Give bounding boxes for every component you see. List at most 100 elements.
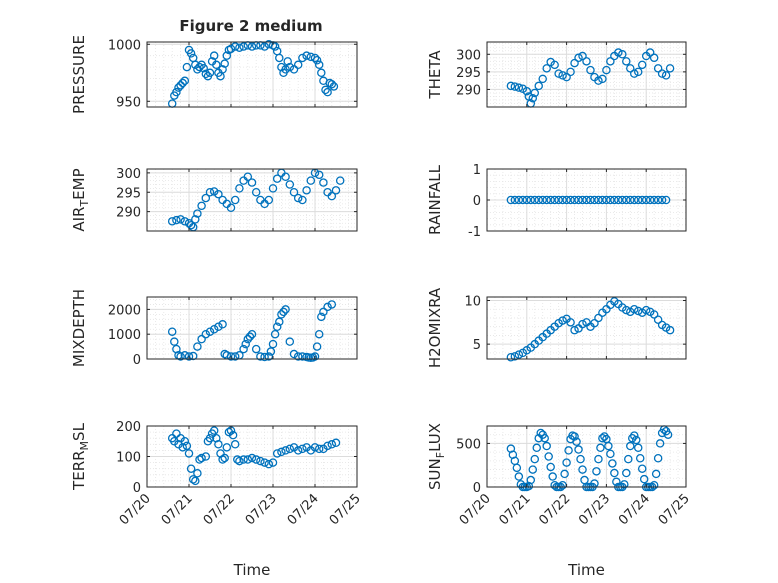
data-point [302,51,311,60]
data-point [298,53,307,63]
data-point [327,440,337,449]
data-point [270,42,280,51]
data-point [536,428,545,438]
data-point [630,431,639,440]
x-tick-label: 07/23 [576,491,613,528]
y-tick-label: 0 [133,481,141,496]
y-tick-label: -1 [468,225,481,240]
data-point [653,453,663,463]
data-point [243,334,253,344]
data-point [182,62,192,72]
y-axis-label: RAINFALL [426,164,444,235]
data-point [558,195,567,205]
data-point [506,195,516,205]
data-point [220,59,229,68]
data-point [554,195,563,205]
y-axis-label: PRESSURE [70,35,88,114]
data-point [526,195,536,205]
data-point [630,195,639,205]
data-point [312,55,322,65]
data-point [590,195,599,205]
data-point [657,195,667,205]
data-point [323,441,332,451]
data-point [176,352,185,361]
y-axis-label: MIXDEPTH [70,289,88,367]
data-point [243,172,253,181]
data-point [538,74,547,84]
data-point [562,458,571,467]
data-point [546,462,555,472]
data-point [530,88,540,98]
data-point [170,337,179,346]
axes-frame [146,296,358,360]
data-point [578,319,587,329]
data-point [186,220,196,230]
data-point [218,65,227,74]
data-point [538,195,547,205]
data-point [653,64,663,73]
data-point [329,82,339,91]
data-point [272,174,282,183]
data-point [306,176,316,185]
data-point [195,62,204,72]
data-point [310,443,320,452]
data-point [528,465,538,474]
data-point [298,444,307,454]
data-point [602,65,611,75]
data-point [564,446,573,455]
data-point [590,318,599,328]
data-point [550,481,559,490]
y-tick-label: 0 [473,194,481,209]
data-point [212,60,221,70]
x-tick-label: 07/24 [616,491,653,528]
y-tick-label: 1000 [108,38,141,53]
data-point [205,433,215,443]
data-point [289,65,299,74]
data-point [239,344,248,354]
data-point [298,352,307,361]
data-point [218,320,227,329]
data-point [233,455,242,464]
data-point [554,69,563,78]
data-point [201,329,211,339]
data-point [566,67,575,77]
y-tick-label: 0 [473,481,481,496]
data-point [319,178,328,187]
y-tick-label: 290 [456,83,481,98]
data-point [193,65,202,74]
data-point [612,477,621,487]
data-point [220,453,229,463]
data-point [310,53,320,63]
data-point [331,186,341,195]
data-point [167,327,177,336]
data-point [606,57,615,66]
data-point [235,456,244,466]
data-point [327,300,337,309]
data-point [172,215,181,225]
data-point [598,195,607,205]
data-point [245,332,255,341]
data-point [172,429,181,438]
data-point [570,195,579,205]
data-point [293,446,303,455]
y-tick-label: 5 [473,338,481,353]
data-point [264,459,274,469]
data-point [293,60,303,70]
subplot-h2omixra: 5 10 H2OMIXRA [426,287,687,368]
data-point [558,316,567,325]
data-point [655,439,665,448]
data-point [264,352,274,361]
data-point [226,352,236,361]
y-tick-label: 200 [116,420,141,435]
data-point [260,352,269,362]
data-point [277,62,286,72]
x-tick-label: 07/25 [656,491,693,528]
data-point [230,440,240,449]
data-point [528,93,538,103]
data-point [239,42,248,51]
data-point [582,195,591,205]
data-point [275,317,284,327]
data-point [594,195,603,205]
data-point [570,58,579,68]
